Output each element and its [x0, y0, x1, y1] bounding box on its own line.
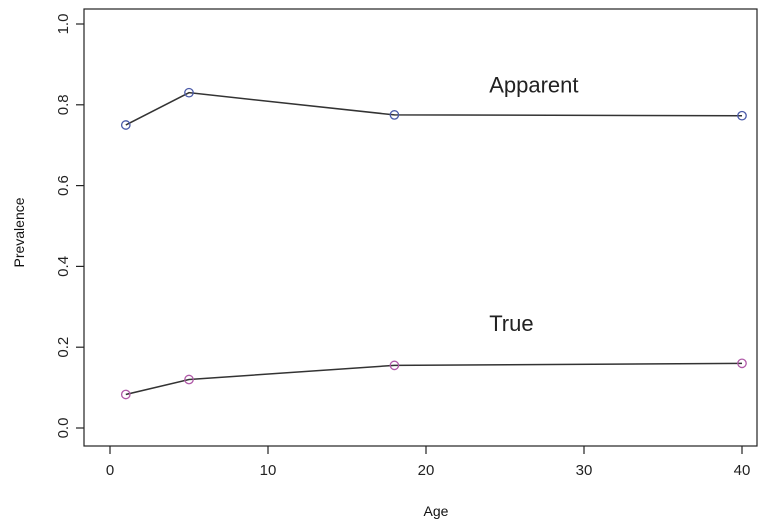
x-tick-label: 40 — [734, 462, 751, 479]
y-tick-label: 1.0 — [55, 14, 72, 35]
y-tick-label: 0.8 — [55, 94, 72, 115]
data-point — [389, 110, 400, 120]
series-layer — [120, 87, 747, 400]
x-tick-label: 30 — [576, 462, 593, 479]
plot-border — [83, 8, 758, 447]
x-axis-label: Age — [424, 503, 449, 519]
data-point — [184, 87, 194, 98]
series-line — [125, 91, 743, 126]
series-annotation: Apparent — [489, 73, 578, 98]
plot-frame — [83, 8, 758, 447]
x-tick-label: 0 — [106, 462, 114, 479]
y-axis: 0.0 0.2 0.4 0.6 0.8 1.0 — [55, 14, 84, 439]
data-point — [120, 389, 131, 400]
y-tick-label: 0.2 — [55, 337, 72, 358]
data-point — [389, 360, 400, 371]
annotation-layer: Apparent True — [489, 73, 578, 336]
x-tick-label: 20 — [418, 462, 435, 479]
data-point — [184, 374, 194, 385]
y-tick-label: 0.6 — [55, 175, 72, 196]
y-tick-label: 0.4 — [55, 256, 72, 277]
x-axis: 0 10 20 30 40 — [106, 446, 751, 479]
y-tick-label: 0.0 — [55, 418, 72, 439]
data-point — [737, 358, 747, 369]
data-point — [120, 120, 131, 130]
data-point — [737, 110, 747, 121]
series-apparent — [120, 87, 747, 130]
y-axis-label: Prevalence — [11, 197, 27, 267]
x-tick-label: 10 — [260, 462, 277, 479]
series-line — [125, 362, 743, 396]
series-true — [120, 358, 747, 400]
series-annotation: True — [489, 311, 533, 336]
